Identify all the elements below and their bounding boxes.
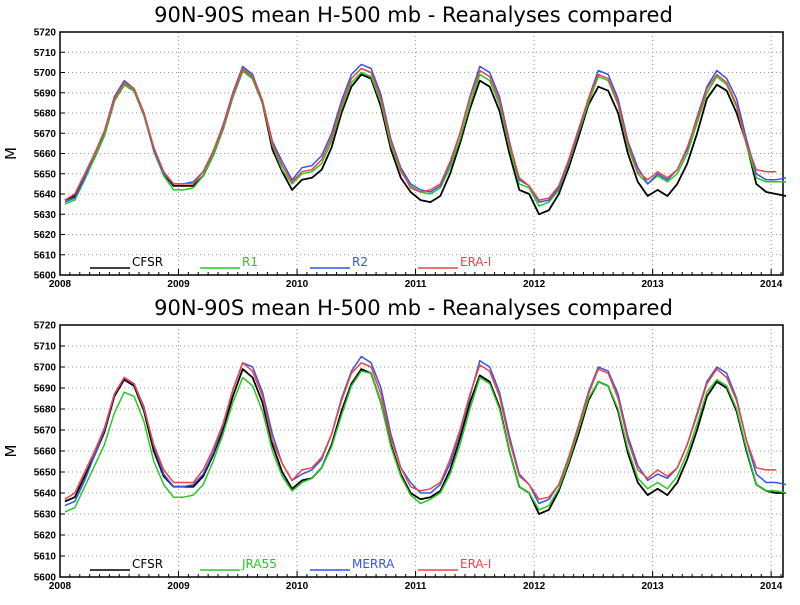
chart-panel-top: 90N-90S mean H-500 mb - Reanalyses compa…	[2, 3, 787, 290]
y-tick-label: 5630	[34, 210, 57, 221]
y-tick-label: 5640	[34, 190, 57, 201]
chart-title: 90N-90S mean H-500 mb - Reanalyses compa…	[154, 3, 673, 27]
x-tick-label: 2014	[760, 279, 783, 290]
legend-label: JRA55	[241, 557, 277, 571]
x-tick-label: 2009	[167, 581, 190, 592]
x-tick-label: 2010	[286, 279, 309, 290]
series-line-era-i	[64, 67, 777, 201]
y-tick-label: 5680	[34, 405, 57, 416]
x-tick-label: 2013	[641, 279, 664, 290]
y-tick-label: 5720	[34, 321, 57, 332]
y-tick-label: 5650	[34, 468, 57, 479]
y-tick-label: 5680	[34, 109, 57, 120]
y-tick-label: 5610	[34, 552, 57, 563]
chart-panel-bottom: 90N-90S mean H-500 mb - Reanalyses compa…	[2, 296, 787, 592]
legend-label: MERRA	[352, 557, 395, 571]
y-tick-label: 5670	[34, 426, 57, 437]
x-tick-label: 2008	[49, 279, 72, 290]
y-tick-label: 5720	[34, 28, 57, 39]
y-tick-label: 5650	[34, 169, 57, 180]
series-line-cfsr	[64, 69, 787, 216]
x-tick-label: 2012	[523, 279, 546, 290]
y-tick-label: 5710	[34, 342, 57, 353]
y-tick-label: 5600	[34, 573, 57, 584]
series-line-era-i	[64, 362, 777, 501]
y-tick-label: 5710	[34, 48, 57, 59]
x-tick-label: 2010	[286, 581, 309, 592]
x-tick-label: 2014	[760, 581, 783, 592]
x-tick-label: 2011	[405, 581, 427, 592]
y-tick-label: 5640	[34, 489, 57, 500]
x-tick-label: 2012	[523, 581, 546, 592]
chart-title: 90N-90S mean H-500 mb - Reanalyses compa…	[154, 296, 673, 320]
grid-lines	[59, 324, 783, 578]
y-tick-label: 5670	[34, 129, 57, 140]
series-line-jra55	[64, 370, 787, 513]
y-tick-label: 5660	[34, 149, 57, 160]
legend-label: CFSR	[132, 255, 163, 269]
legend-label: ERA-I	[460, 255, 491, 269]
y-tick-label: 5700	[34, 68, 57, 79]
y-tick-label: 5690	[34, 88, 57, 99]
y-tick-label: 5600	[34, 271, 57, 282]
y-tick-label: 5690	[34, 384, 57, 395]
x-tick-label: 2009	[167, 279, 190, 290]
legend-label: ERA-I	[460, 557, 491, 571]
legend-label: R1	[242, 255, 258, 269]
legend-label: CFSR	[132, 557, 163, 571]
x-tick-label: 2013	[641, 581, 664, 592]
y-tick-label: 5620	[34, 531, 57, 542]
y-tick-label: 5620	[34, 230, 57, 241]
y-tick-label: 5660	[34, 447, 57, 458]
grid-lines	[59, 31, 783, 276]
y-axis-label: M	[2, 445, 20, 458]
series-line-r1	[64, 69, 786, 207]
y-axis-label: M	[2, 147, 20, 160]
x-tick-label: 2011	[405, 279, 427, 290]
y-tick-label: 5700	[34, 363, 57, 374]
y-tick-label: 5630	[34, 510, 57, 521]
x-tick-label: 2008	[49, 581, 72, 592]
series-line-merra	[64, 355, 787, 507]
y-tick-label: 5610	[34, 250, 57, 261]
legend-label: R2	[352, 255, 368, 269]
